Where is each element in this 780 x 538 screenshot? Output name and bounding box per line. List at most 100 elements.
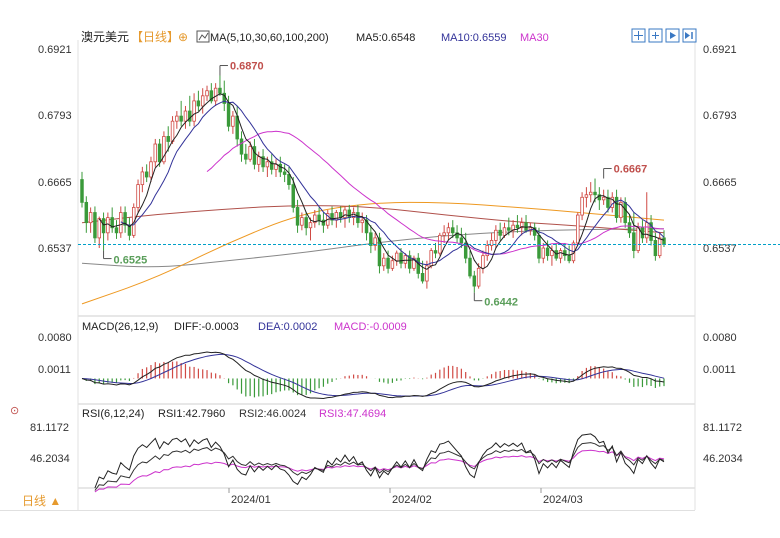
candle-up [580,196,584,216]
title-bar: 澳元美元 【日线】 ⊕ MA(5,10,30,60,100,200) MA5:0… [81,30,549,44]
candle-up [136,184,140,208]
ma10-value-label: MA10:0.6559 [441,32,506,44]
candle-up [588,191,593,196]
candle-down [593,191,597,196]
rsi-y-tick-left-0: 81.1172 [30,422,69,434]
candle-down [364,219,369,234]
candle-down [653,240,658,257]
candle-up [257,156,261,165]
ma30-line [206,130,665,255]
macd-dea-line [81,353,665,397]
y-tick-right-2: 0.6665 [703,177,737,189]
candle-down [84,201,89,224]
candle-down [239,138,244,155]
ma5-line [98,93,665,270]
candle-down [144,171,149,178]
candle-up [213,87,218,102]
candle-up [88,212,93,224]
candle-up [541,247,546,259]
candle-up [343,209,347,218]
rsi-layer [94,433,665,493]
candle-down [399,252,403,264]
y-tick-left-2: 0.6665 [38,177,72,189]
macd-diff-label: DIFF:-0.0003 [174,321,239,333]
ma30-label: MA30 [520,32,549,44]
candle-up [619,201,623,218]
candle-down [632,232,636,251]
candle-down [252,146,257,165]
main-right-axis: 0.6921 0.6793 0.6665 0.6537 [703,44,737,255]
ma-chart-icon-line [198,32,209,41]
macd-header: MACD(26,12,9) DIFF:-0.0003 DEA:0.0002 MA… [82,321,407,333]
candle-down [282,171,287,175]
candle-down [463,242,468,259]
candle-up [192,100,196,122]
candle-down [304,217,308,229]
candle-down [420,273,425,282]
candle-down [472,275,477,287]
candle-down [451,227,455,234]
candle-down [377,237,382,267]
candle-down [459,237,464,244]
candle-up [373,237,377,246]
rsi2-label: RSI2:46.0024 [239,408,306,420]
candle-up [558,250,563,259]
ma5-value-label: MA5:0.6548 [356,32,415,44]
candle-up [153,143,158,163]
period-switch-button[interactable]: 日线 ▲ [22,494,61,508]
candle-down [330,213,334,221]
candle-up [520,222,524,229]
candle-up [489,240,494,246]
candle-up [494,229,498,241]
candle-down [123,212,127,226]
date-label-1: 2024/02 [392,494,432,506]
candle-down [278,163,283,173]
annotation-min-label: 0.6442 [484,297,518,309]
crosshair-icon[interactable] [631,28,646,43]
candle-down [317,214,321,221]
step-forward-icon[interactable] [665,28,680,43]
annotation-min-label: 0.6525 [114,255,148,267]
rsi3-line [94,449,665,493]
candle-up [183,110,188,122]
candle-down [515,224,520,229]
candle-up [106,217,110,234]
candle-up [205,90,209,97]
rsi1-line [94,433,665,489]
y-tick-left-1: 0.6793 [38,110,72,122]
candle-down [563,250,567,257]
candle-down [416,257,420,274]
candle-up [403,255,408,264]
rsi-title: RSI(6,12,24) [82,408,144,420]
candle-down [93,212,97,239]
settings-icon[interactable]: ⊕ [178,30,188,44]
candle-down [196,100,201,107]
zoom-in-icon[interactable] [648,28,663,43]
candle-up [601,196,606,201]
annotation-layer: 0.6870 0.6525 0.6442 0.6667 [103,61,647,309]
rsi-header: RSI(6,12,24) RSI1:42.7960 RSI2:46.0024 R… [82,408,386,420]
candle-down [468,257,472,277]
candle-down [226,103,231,127]
candle-up [231,115,235,127]
candle-down [627,222,632,234]
candle-down [244,153,248,160]
candle-down [188,110,192,122]
candle-down [269,161,274,170]
y-tick-left-3: 0.6537 [38,243,72,255]
candle-up [175,115,179,122]
candle-up [576,214,580,244]
rsi-eye-icon[interactable]: ⊙ [10,405,19,417]
candle-up [412,257,416,269]
candle-up [97,218,101,239]
date-label-2: 2024/03 [543,494,583,506]
ma60-line [81,205,665,234]
candle-up [170,120,175,142]
candle-down [101,218,106,234]
candle-up [442,232,446,236]
ma-short-layer [98,93,665,270]
candle-down [623,201,627,224]
candle-up [550,250,554,257]
fast-forward-icon[interactable] [682,28,697,43]
period-tag[interactable]: 【日线】 [131,30,179,44]
